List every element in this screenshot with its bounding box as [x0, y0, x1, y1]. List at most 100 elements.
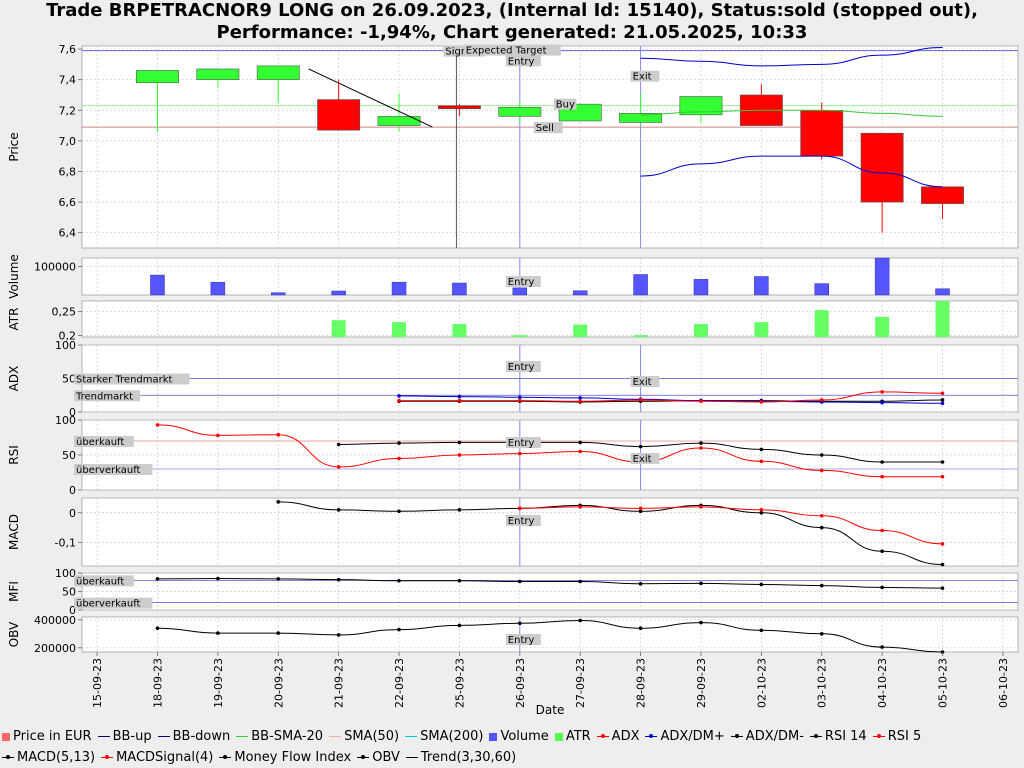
rsi14-line-point: [699, 441, 703, 445]
adx-annotation-exit: Exit: [633, 377, 652, 388]
volume-annotation-entry: Entry: [508, 277, 535, 288]
price-ytick-label: 6,8: [59, 165, 77, 178]
macd-ytick-label: -0,1: [55, 536, 76, 549]
macd-annotation-entry: Entry: [508, 516, 535, 527]
adx-level-label: Starker Trendmarkt: [76, 375, 173, 386]
rsi14-line-point: [880, 460, 884, 464]
atr-bar: [392, 322, 407, 337]
volume-bar: [391, 281, 407, 296]
mfi-level-label: überverkauft: [76, 599, 141, 610]
mfi-line-point: [880, 585, 884, 590]
legend-item: BB-SMA-20: [236, 726, 323, 747]
price-ytick-label: 7,0: [59, 135, 77, 148]
obv-line-point: [518, 621, 522, 626]
obv-panel: [81, 616, 1019, 653]
adx-dm-plus-line-point: [578, 396, 582, 400]
macd-line-point: [819, 525, 824, 530]
adx-line-point: [578, 399, 582, 404]
adx-ytick-label: 0: [69, 406, 76, 419]
x-tick-label: 05-10-23: [937, 658, 950, 708]
obv-line-point: [276, 631, 281, 635]
legend-swatch: [101, 755, 114, 759]
rsi5-line-point: [276, 432, 281, 437]
adx-dm-plus-line-point: [940, 401, 945, 406]
rsi5-line-point: [397, 456, 401, 461]
obv-ytick-label: 400000: [34, 614, 76, 627]
x-axis-label: Date: [536, 703, 565, 717]
x-tick-label: 25-09-23: [453, 658, 466, 708]
legend-item: ADX/DM+: [645, 726, 725, 747]
legend-swatch: [219, 755, 232, 759]
adx-line-point: [518, 398, 522, 403]
legend-label: SMA(50): [344, 729, 400, 744]
volume-bar: [150, 274, 165, 296]
macd-line-point: [759, 510, 764, 515]
rsi-annotation-entry-bg: [505, 437, 541, 448]
atr-bar: [814, 310, 829, 337]
legend-label: BB-SMA-20: [251, 729, 324, 744]
legend-swatch: [157, 736, 170, 737]
adx-dm-plus-line-point: [457, 394, 462, 399]
candle-body: [860, 132, 904, 203]
mfi-ylabel: MFI: [7, 581, 21, 602]
price-ytick-label: 6,6: [59, 196, 77, 209]
macd-signal-line-point: [819, 513, 824, 518]
volume-annotation-entry-bg: [505, 276, 541, 287]
legend-swatch: [2, 732, 10, 741]
mfi-line-point: [155, 577, 160, 581]
rsi-level-label-bg: [74, 436, 134, 447]
atr-bar: [693, 324, 708, 337]
adx-line-point: [940, 391, 945, 396]
mfi-line-point: [940, 586, 945, 590]
volume-bar: [754, 276, 769, 296]
legend-swatch: [554, 732, 563, 741]
legend-label: ADX/DM-: [745, 729, 804, 744]
chart-legend: Price in EUR BB-up BB-down BB-SMA-20 SMA(50)…: [2, 726, 1022, 768]
adx-dm-plus-line: [399, 395, 943, 404]
chart-title-line-2: Performance: -1,94%, Chart generated: 21…: [216, 22, 808, 43]
mfi-line-point: [819, 583, 824, 588]
rsi14-line-point: [336, 442, 341, 447]
atr-bar: [633, 335, 648, 337]
rsi14-line-point: [397, 441, 401, 445]
obv-line-point: [216, 631, 220, 635]
price-ytick-label: 6,4: [59, 227, 77, 240]
legend-swatch: [2, 755, 14, 759]
chart-title-line-1: Trade BRPETRACNOR9 LONG on 26.09.2023, (…: [46, 0, 978, 21]
legend-item: SMA(200): [405, 726, 483, 747]
adx-line-point: [638, 398, 643, 402]
legend-label: BB-down: [172, 729, 231, 744]
bb-up-line: [640, 47, 943, 67]
atr-bar: [754, 322, 769, 337]
adx-line: [399, 391, 943, 403]
obv-ytick-label: 200000: [34, 642, 76, 655]
obv-line-point: [638, 626, 643, 630]
macd-line-point: [940, 562, 945, 567]
x-tick-label: 02-10-23: [755, 658, 768, 708]
price-ylabel: Price: [7, 132, 21, 161]
candle-body: [317, 99, 361, 131]
macd-signal-line-point: [518, 506, 522, 511]
rsi-ytick-label: 50: [62, 449, 76, 462]
obv-line-point: [880, 645, 884, 649]
chart-canvas: Price Volume ATR ADX RSI MACD MFI OBV 6,4 6,6 6,8 7…: [7, 43, 1019, 717]
obv-line-point: [819, 632, 824, 636]
price-annotation-exit-bg: [630, 70, 660, 82]
legend-label: MACD(5,13): [17, 750, 96, 765]
adx-dm-plus-line-point: [397, 394, 401, 398]
rsi14-line-point: [819, 453, 824, 457]
rsi-annotation-entry: Entry: [508, 438, 535, 449]
rsi14-line-point: [759, 447, 764, 452]
legend-label: RSI 5: [887, 729, 922, 744]
price-annotation-expected-target: Expected Target: [466, 46, 547, 57]
legend-label: OBV: [372, 750, 400, 765]
obv-line-point: [578, 618, 582, 623]
adx-line-point: [457, 398, 462, 403]
chart-title: Trade BRPETRACNOR9 LONG on 26.09.2023, (…: [0, 0, 1024, 44]
legend-swatch: [357, 755, 370, 759]
rsi14-line-point: [638, 444, 643, 449]
legend-label: Money Flow Index: [234, 750, 352, 765]
mfi-line-point: [336, 577, 341, 582]
adx-line-point: [880, 390, 884, 394]
adx-ytick-label: 100: [55, 339, 76, 352]
